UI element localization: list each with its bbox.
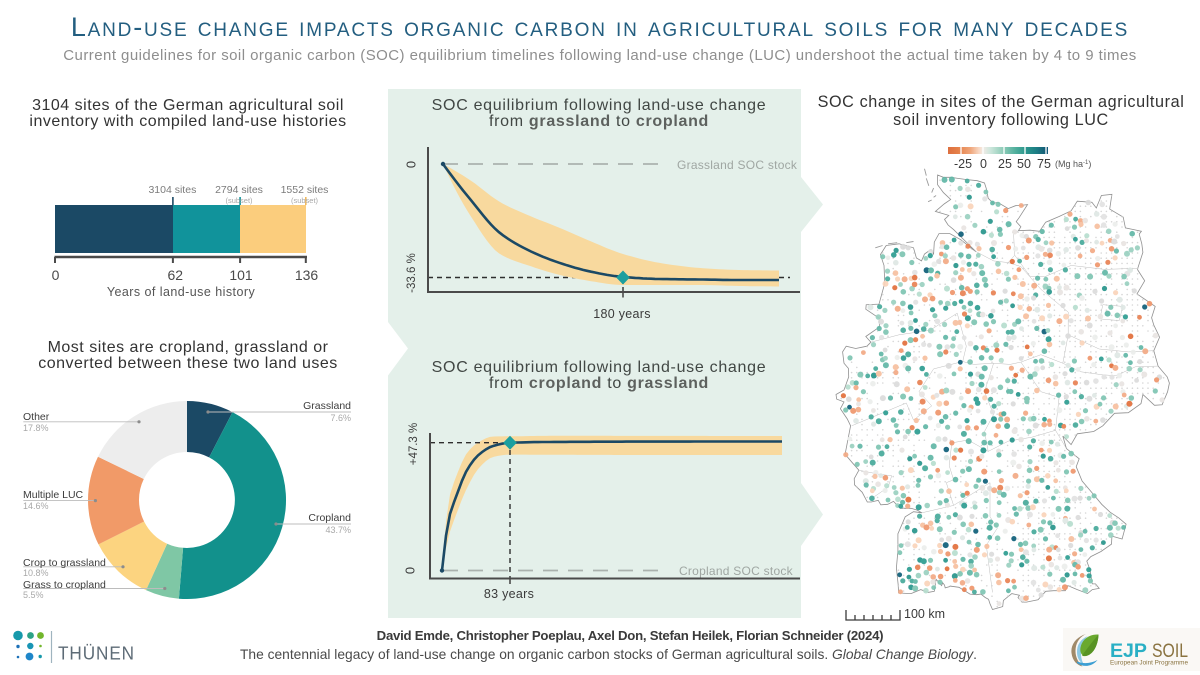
svg-text:EJP: EJP xyxy=(1110,641,1147,662)
svg-text:THÜNEN: THÜNEN xyxy=(58,643,135,664)
svg-text:European Joint Programme: European Joint Programme xyxy=(1110,661,1189,667)
svg-text:SOIL: SOIL xyxy=(1152,641,1188,662)
